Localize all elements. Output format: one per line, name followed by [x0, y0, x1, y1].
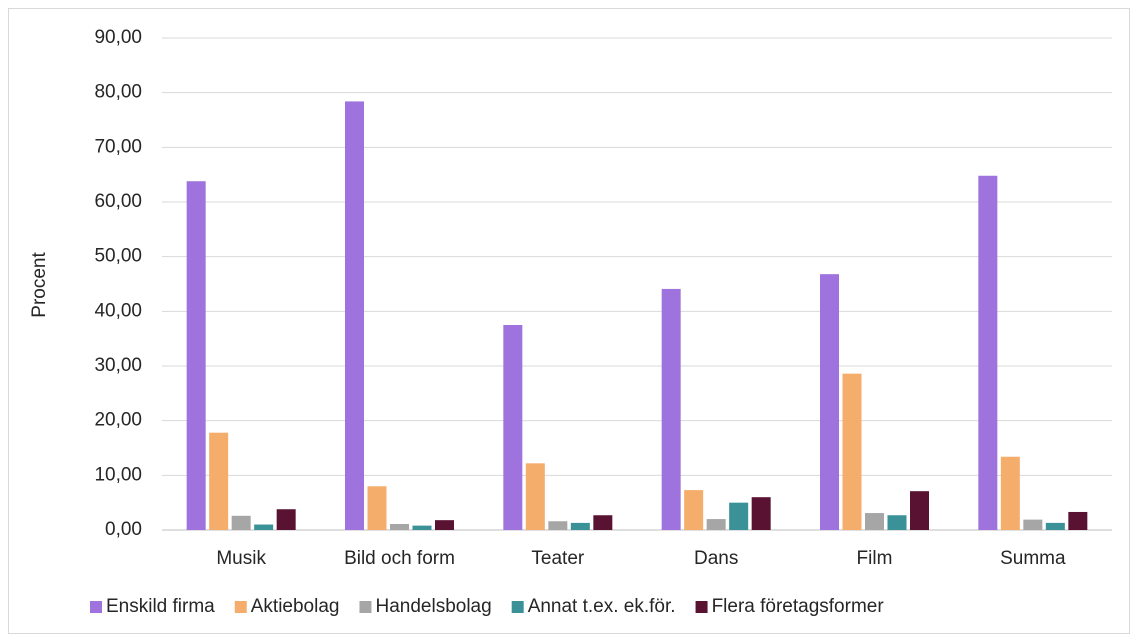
bar	[910, 491, 929, 530]
y-tick-label: 10,00	[94, 464, 142, 485]
x-tick-label: Dans	[694, 548, 738, 569]
bar	[1000, 456, 1020, 530]
bar	[209, 432, 229, 530]
bar	[276, 509, 296, 530]
bar	[345, 101, 364, 530]
bar	[593, 515, 613, 530]
x-tick-label: Film	[857, 548, 893, 569]
y-tick-label: 20,00	[94, 410, 142, 431]
x-tick-label: Bild och form	[344, 548, 455, 569]
y-tick-label: 30,00	[94, 355, 142, 376]
bar	[231, 515, 251, 530]
legend-label: Aktiebolag	[251, 596, 340, 617]
bar	[729, 502, 749, 530]
bar	[661, 288, 681, 530]
chart-frame	[8, 8, 1130, 634]
bar	[1068, 511, 1088, 530]
bar	[254, 524, 274, 530]
legend-label: Handelsbolag	[375, 596, 491, 617]
legend-swatch	[511, 601, 524, 613]
x-tick-label: Summa	[1000, 548, 1066, 569]
legend-label: Flera företagsformer	[712, 596, 885, 617]
x-tick-label: Musik	[216, 548, 266, 569]
bar	[412, 525, 432, 530]
bar	[186, 181, 206, 530]
legend-swatch	[90, 601, 102, 613]
bar	[503, 325, 523, 530]
y-tick-label: 40,00	[94, 300, 142, 321]
y-tick-label: 90,00	[94, 27, 142, 48]
bar	[367, 486, 387, 530]
bar	[706, 519, 726, 530]
legend-swatch	[359, 601, 372, 613]
bar	[684, 490, 704, 530]
bar	[887, 515, 907, 530]
y-tick-label: 60,00	[94, 191, 142, 212]
legend-swatch	[695, 601, 708, 613]
bar	[435, 520, 454, 530]
bar	[525, 463, 545, 530]
y-tick-label: 80,00	[94, 82, 142, 103]
legend-label: Enskild firma	[106, 596, 215, 617]
bar	[842, 373, 862, 530]
bar	[548, 521, 568, 530]
bar	[1023, 519, 1043, 530]
y-tick-label: 50,00	[94, 246, 142, 267]
bar	[570, 522, 590, 530]
bar	[390, 523, 409, 530]
x-tick-label: Teater	[531, 548, 584, 569]
y-tick-label: 70,00	[94, 136, 142, 157]
y-axis-title: Procent	[29, 252, 50, 318]
bar	[978, 175, 998, 530]
y-tick-label: 0,00	[105, 519, 142, 540]
bar	[820, 274, 839, 530]
bar	[751, 497, 771, 530]
legend-swatch	[234, 601, 247, 613]
legend-label: Annat t.ex. ek.för.	[528, 596, 676, 617]
bar	[865, 513, 884, 530]
bar	[1045, 522, 1065, 530]
